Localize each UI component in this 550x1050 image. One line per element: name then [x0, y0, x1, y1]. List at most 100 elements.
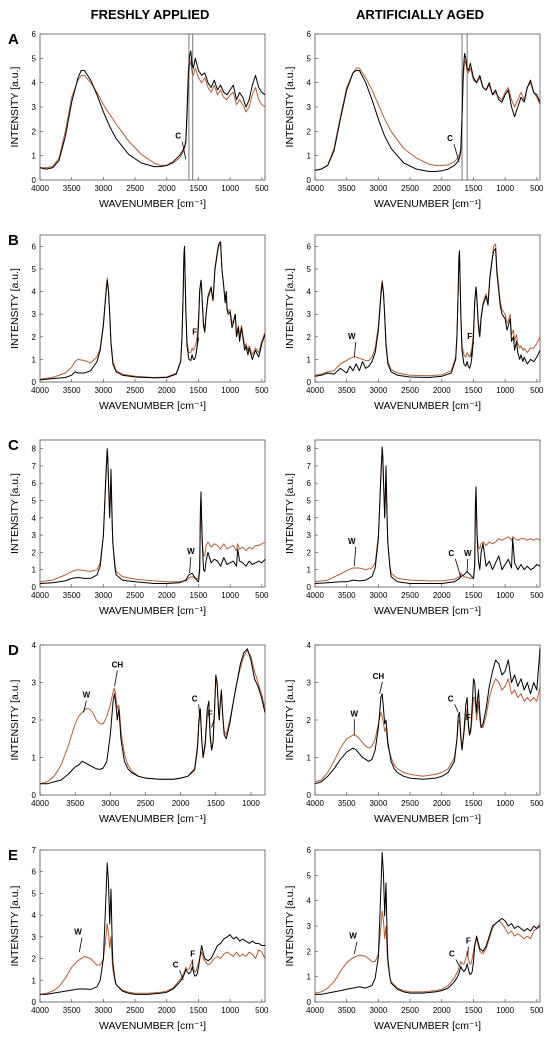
x-tick-label: 3500 — [338, 386, 356, 395]
x-tick-label: 500 — [255, 386, 269, 395]
plot-frame — [39, 33, 266, 181]
y-tick-label: 4 — [307, 288, 312, 297]
spectrum-panel: 0 1 2 3 4 4000 3500 3000 2500 2000 1500 1000 500 WAVE… — [284, 641, 544, 825]
spectrum-line-black — [314, 53, 541, 172]
y-axis-label: INTENSITY [a.u.] — [9, 885, 21, 966]
x-tick-label: 2500 — [126, 1006, 144, 1015]
x-tick-label: 1000 — [496, 591, 514, 600]
y-tick-label: 5 — [32, 265, 37, 274]
x-tick-label: 3000 — [369, 386, 387, 395]
y-tick-label: 2 — [307, 716, 312, 725]
x-axis-label: WAVENUMBER [cm⁻¹] — [99, 400, 206, 412]
y-tick-label: 4 — [32, 911, 37, 920]
x-tick-label: 2000 — [158, 184, 176, 193]
y-tick-label: 4 — [307, 79, 312, 88]
x-tick-label: 2500 — [126, 386, 144, 395]
annotation-pointer — [83, 700, 87, 713]
spectrum-line-brown — [39, 650, 266, 785]
y-tick-label: 5 — [32, 497, 37, 506]
x-tick-label: 4000 — [306, 1006, 324, 1015]
spectrum-line-brown — [39, 243, 266, 380]
x-tick-label: 2500 — [137, 799, 155, 808]
x-tick-label: 1500 — [465, 184, 483, 193]
spectrum-line-black — [40, 862, 265, 995]
panel-letter: D — [8, 642, 19, 659]
y-axis-label: INTENSITY [a.u.] — [9, 66, 21, 147]
annotation-pointer — [195, 337, 200, 355]
annotation-label: W — [351, 709, 359, 718]
y-tick-label: 2 — [32, 548, 37, 557]
y-tick-label: 1 — [32, 754, 37, 763]
y-tick-label: 1 — [307, 754, 312, 763]
x-tick-label: 1500 — [465, 799, 483, 808]
y-tick-label: 1 — [32, 976, 37, 985]
x-tick-label: 1000 — [496, 386, 514, 395]
x-tick-label: 1500 — [190, 1006, 208, 1015]
annotation-label: C — [448, 549, 454, 558]
x-tick-label: 1500 — [207, 799, 225, 808]
spectrum-line-black — [315, 852, 541, 995]
spectrum-panel: 0 1 2 3 4 5 6 4000 3500 3000 2500 2000 1500 1000 500 WA… — [284, 846, 544, 1032]
annotation-pointer — [211, 719, 215, 728]
annotation-label: C — [192, 694, 198, 703]
spectrum-line-brown — [39, 923, 266, 995]
x-tick-label: 3000 — [369, 184, 387, 193]
x-tick-label: 500 — [255, 184, 269, 193]
y-tick-label: 2 — [32, 333, 37, 342]
y-axis-label: INTENSITY [a.u.] — [284, 66, 296, 147]
annotation-pointer — [189, 557, 192, 574]
x-tick-label: 4000 — [31, 799, 49, 808]
y-tick-label: 2 — [307, 333, 312, 342]
y-tick-label: 1 — [307, 152, 312, 161]
y-tick-label: 7 — [307, 462, 312, 471]
x-tick-label: 1500 — [190, 184, 208, 193]
plot-frame — [39, 234, 266, 383]
x-axis-label: WAVENUMBER [cm⁻¹] — [99, 198, 206, 210]
x-tick-label: 2000 — [433, 1006, 451, 1015]
spectrum-panel: E 0 1 2 3 4 5 6 7 4000 3500 3000 2500 2000 1500 1000 500… — [8, 846, 269, 1032]
plot-frame — [314, 439, 541, 588]
x-tick-label: 3500 — [63, 386, 81, 395]
x-tick-label: 500 — [530, 386, 544, 395]
y-tick-label: 6 — [307, 479, 312, 488]
y-tick-label: 2 — [32, 127, 37, 136]
x-tick-label: 3500 — [338, 184, 356, 193]
x-tick-label: 1500 — [190, 386, 208, 395]
y-tick-label: 6 — [32, 242, 37, 251]
y-tick-label: 0 — [307, 176, 312, 185]
y-tick-label: 3 — [32, 103, 37, 112]
x-tick-label: 3000 — [369, 799, 387, 808]
y-tick-label: 4 — [32, 288, 37, 297]
y-tick-label: 7 — [32, 462, 37, 471]
y-tick-label: 4 — [307, 897, 312, 906]
x-axis-label: WAVENUMBER [cm⁻¹] — [374, 605, 481, 617]
y-tick-label: 0 — [32, 583, 37, 592]
y-tick-label: 2 — [32, 955, 37, 964]
x-tick-label: 3500 — [338, 591, 356, 600]
spectrum-line-black — [314, 648, 541, 785]
y-tick-label: 3 — [307, 531, 312, 540]
y-axis-label: INTENSITY [a.u.] — [284, 679, 296, 760]
panel-letter: B — [8, 232, 19, 249]
x-axis-label: WAVENUMBER [cm⁻¹] — [374, 198, 481, 210]
x-axis-label: WAVENUMBER [cm⁻¹] — [99, 1020, 206, 1032]
x-tick-label: 2500 — [126, 184, 144, 193]
y-tick-label: 5 — [32, 54, 37, 63]
x-tick-label: 2000 — [433, 591, 451, 600]
y-axis-label: INTENSITY [a.u.] — [9, 473, 21, 554]
y-tick-label: 0 — [32, 176, 37, 185]
y-tick-label: 2 — [307, 548, 312, 557]
x-tick-label: 3000 — [369, 1006, 387, 1015]
annotation-label: W — [349, 932, 357, 941]
x-tick-label: 4000 — [31, 591, 49, 600]
y-tick-label: 1 — [307, 355, 312, 364]
annotation-pointer — [453, 143, 460, 162]
annotation-pointer — [181, 141, 187, 160]
x-tick-label: 1000 — [221, 591, 239, 600]
x-tick-label: 4000 — [306, 799, 324, 808]
x-tick-label: 500 — [255, 1006, 269, 1015]
y-tick-label: 5 — [307, 265, 312, 274]
y-tick-label: 5 — [307, 871, 312, 880]
